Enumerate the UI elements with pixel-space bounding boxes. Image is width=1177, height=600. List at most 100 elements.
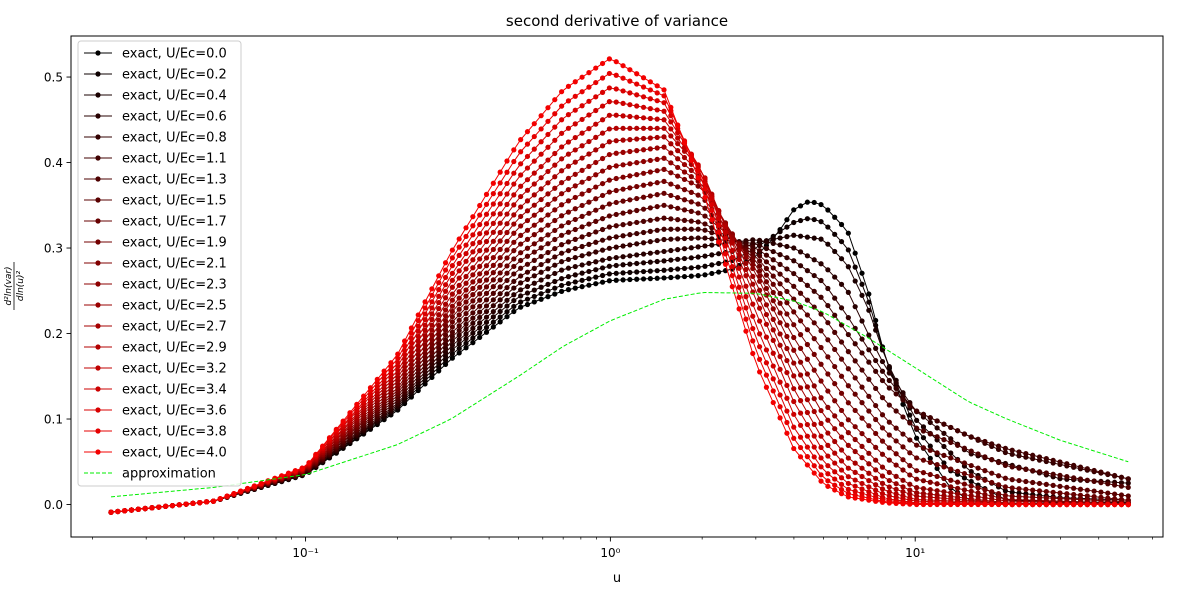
series-point (647, 157, 653, 164)
series-point (504, 191, 510, 197)
series-point (572, 272, 578, 278)
series-point (511, 170, 517, 176)
series-point (613, 138, 619, 144)
series-point (859, 486, 865, 492)
series-point (702, 205, 708, 211)
series-point (784, 277, 790, 283)
series-point (797, 359, 804, 365)
legend-marker (95, 134, 101, 140)
x-tick-label: 10⁰ (600, 546, 620, 560)
series-point (490, 211, 496, 217)
series-point (524, 153, 531, 160)
series-point (825, 430, 831, 436)
series-point (763, 285, 770, 292)
series-point (907, 412, 913, 418)
series-point (449, 351, 455, 357)
series-point (743, 273, 749, 279)
series-point (661, 144, 667, 150)
series-point (791, 435, 797, 441)
series-point (442, 327, 449, 333)
series-point (565, 98, 572, 104)
series-point (531, 299, 537, 305)
series-point (797, 290, 804, 296)
series-point (586, 231, 592, 238)
series-point (552, 245, 558, 252)
series-point (893, 500, 899, 507)
series-point (784, 430, 790, 436)
series-point (634, 148, 640, 154)
series-point (681, 207, 688, 213)
series-point (518, 183, 524, 189)
series-point (681, 197, 688, 203)
series-point (1125, 484, 1131, 491)
series-point (497, 291, 503, 297)
series-point (511, 202, 517, 208)
series-point (456, 312, 462, 318)
series-point (661, 134, 667, 140)
series-point (606, 126, 613, 132)
series-point (1002, 475, 1008, 481)
legend-label: exact, U/Ec=0.2 (122, 68, 227, 83)
series-point (654, 275, 660, 281)
series-point (784, 408, 790, 414)
series-point (593, 147, 599, 153)
series-point (879, 499, 886, 505)
series-point (634, 260, 640, 267)
series-point (647, 169, 653, 175)
series-point (647, 181, 653, 187)
series-point (518, 287, 524, 293)
legend-entry: approximation (84, 467, 216, 482)
series-point (879, 480, 886, 486)
series-point (640, 194, 647, 200)
series-point (914, 468, 920, 474)
series-point (204, 499, 210, 505)
series-point (606, 164, 613, 170)
series-point (770, 306, 776, 312)
x-tick-label: 10¹ (905, 546, 925, 560)
series-point (1091, 488, 1097, 494)
series-point (954, 428, 961, 434)
series-point (518, 304, 524, 310)
series-point (1098, 489, 1104, 495)
series-point (442, 341, 449, 347)
legend-label: exact, U/Ec=2.3 (122, 278, 227, 293)
series-point (811, 216, 817, 223)
series-point (251, 483, 257, 489)
series-point (429, 354, 435, 360)
series-point (511, 248, 517, 254)
series-point (456, 341, 462, 347)
series-point (422, 346, 428, 352)
series-point (1009, 451, 1015, 457)
series-point (490, 314, 496, 320)
series-point (613, 163, 619, 169)
series-point (490, 246, 496, 253)
series-point (675, 266, 681, 272)
legend-label: exact, U/Ec=2.9 (122, 341, 227, 356)
series-point (1064, 501, 1070, 508)
series-point (797, 454, 804, 460)
series-point (1118, 492, 1125, 498)
y-tick-label: 0.3 (44, 242, 63, 256)
series-point (477, 231, 483, 237)
series-point (1016, 449, 1022, 455)
series-point (1023, 486, 1029, 493)
series-point (579, 224, 585, 230)
series-point (449, 255, 455, 261)
series-point (770, 337, 776, 343)
series-point (818, 472, 824, 478)
series-point (995, 443, 1002, 449)
series-point (661, 248, 667, 255)
series-point (681, 148, 688, 154)
series-point (647, 146, 653, 152)
series-point (825, 463, 831, 469)
series-point (265, 478, 271, 484)
series-point (552, 97, 558, 103)
series-point (538, 139, 544, 145)
series-point (483, 314, 490, 320)
series-point (804, 312, 810, 318)
series-point (1071, 491, 1077, 498)
series-point (599, 75, 606, 81)
series-point (907, 481, 913, 487)
legend-marker (95, 218, 101, 224)
series-point (552, 111, 558, 117)
